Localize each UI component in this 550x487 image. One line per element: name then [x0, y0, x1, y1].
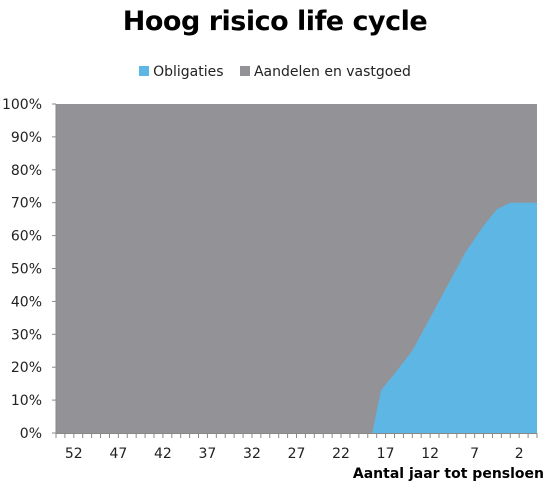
- legend-item-aandelen: Aandelen en vastgoed: [239, 64, 411, 80]
- legend-label-obligaties: Obligaties: [153, 64, 224, 80]
- y-tick-label: 100%: [2, 97, 42, 113]
- x-tick-label: 17: [377, 446, 395, 462]
- y-tick-label: 30%: [11, 327, 42, 343]
- x-tick-label: 52: [65, 446, 83, 462]
- y-tick-label: 20%: [11, 360, 42, 376]
- x-tick-label: 42: [154, 446, 172, 462]
- y-tick-label: 0%: [20, 426, 42, 442]
- x-tick-label: 37: [199, 446, 217, 462]
- x-tick-label: 47: [109, 446, 127, 462]
- area-obligaties: [56, 202, 537, 433]
- x-tick-label: 12: [421, 446, 439, 462]
- x-tick-label: 22: [332, 446, 350, 462]
- legend-swatch-obligaties: [139, 66, 150, 76]
- y-tick-label: 50%: [11, 262, 42, 278]
- y-tick-label: 70%: [11, 196, 42, 212]
- legend: Obligaties Aandelen en vastgoed: [0, 64, 550, 80]
- legend-swatch-aandelen: [239, 66, 250, 76]
- y-tick-label: 90%: [11, 130, 42, 146]
- y-tick-label: 60%: [11, 229, 42, 245]
- x-tick-label: 27: [288, 446, 306, 462]
- x-tick-label: 2: [515, 446, 524, 462]
- y-tick-label: 40%: [11, 294, 42, 310]
- x-axis-title: Aantal jaar tot pensloen: [352, 466, 544, 482]
- x-tick-label: 32: [243, 446, 261, 462]
- legend-item-obligaties: Obligaties: [139, 64, 224, 80]
- legend-label-aandelen: Aandelen en vastgoed: [253, 64, 411, 80]
- y-tick-label: 80%: [11, 163, 42, 179]
- chart-title: Hoog risico life cycle: [122, 6, 428, 37]
- y-tick-label: 10%: [11, 393, 42, 409]
- x-tick-label: 7: [470, 446, 479, 462]
